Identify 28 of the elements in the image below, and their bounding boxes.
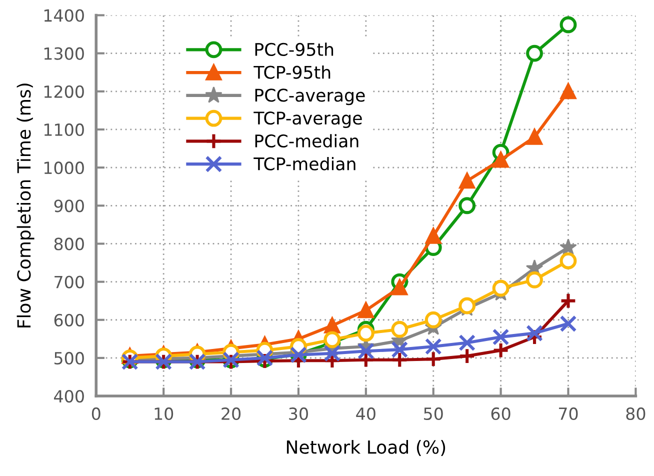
x-tick-label: 30 [289,407,308,420]
y-tick-label: 1100 [44,123,84,136]
y-tick-label: 1400 [44,9,84,22]
x-tick-label: 50 [424,407,443,420]
x-tick-label: 40 [356,407,376,420]
x-tick-label: 70 [559,407,578,420]
x-tick-label: 0 [92,407,100,420]
y-tick-label: 800 [54,238,84,250]
y-tick-label: 600 [54,314,84,326]
legend-label: PCC-median [255,134,358,148]
x-tick-label: 20 [222,407,241,420]
x-tick-label: 60 [491,407,510,420]
x-tick-label: 80 [626,407,646,420]
y-tick-label: 1000 [44,162,84,174]
y-axis-title: Flow Completion Time (ms) [16,84,34,328]
legend-label: TCP-average [254,112,362,128]
y-tick-label: 900 [54,200,84,212]
legend-label: PCC-95th [255,42,334,56]
y-tick-label: 1300 [44,47,84,60]
y-tick-label: 1200 [44,85,84,98]
legend-label: TCP-median [254,156,356,170]
y-tick-label: 400 [54,390,84,403]
y-tick-label: 700 [54,276,84,288]
y-tick-label: 500 [54,352,84,365]
legend-label: TCP-95th [254,65,330,79]
legend-label: PCC-average [255,88,365,106]
x-tick-label: 10 [154,407,174,420]
x-axis-title: Network Load (%) [286,440,446,456]
